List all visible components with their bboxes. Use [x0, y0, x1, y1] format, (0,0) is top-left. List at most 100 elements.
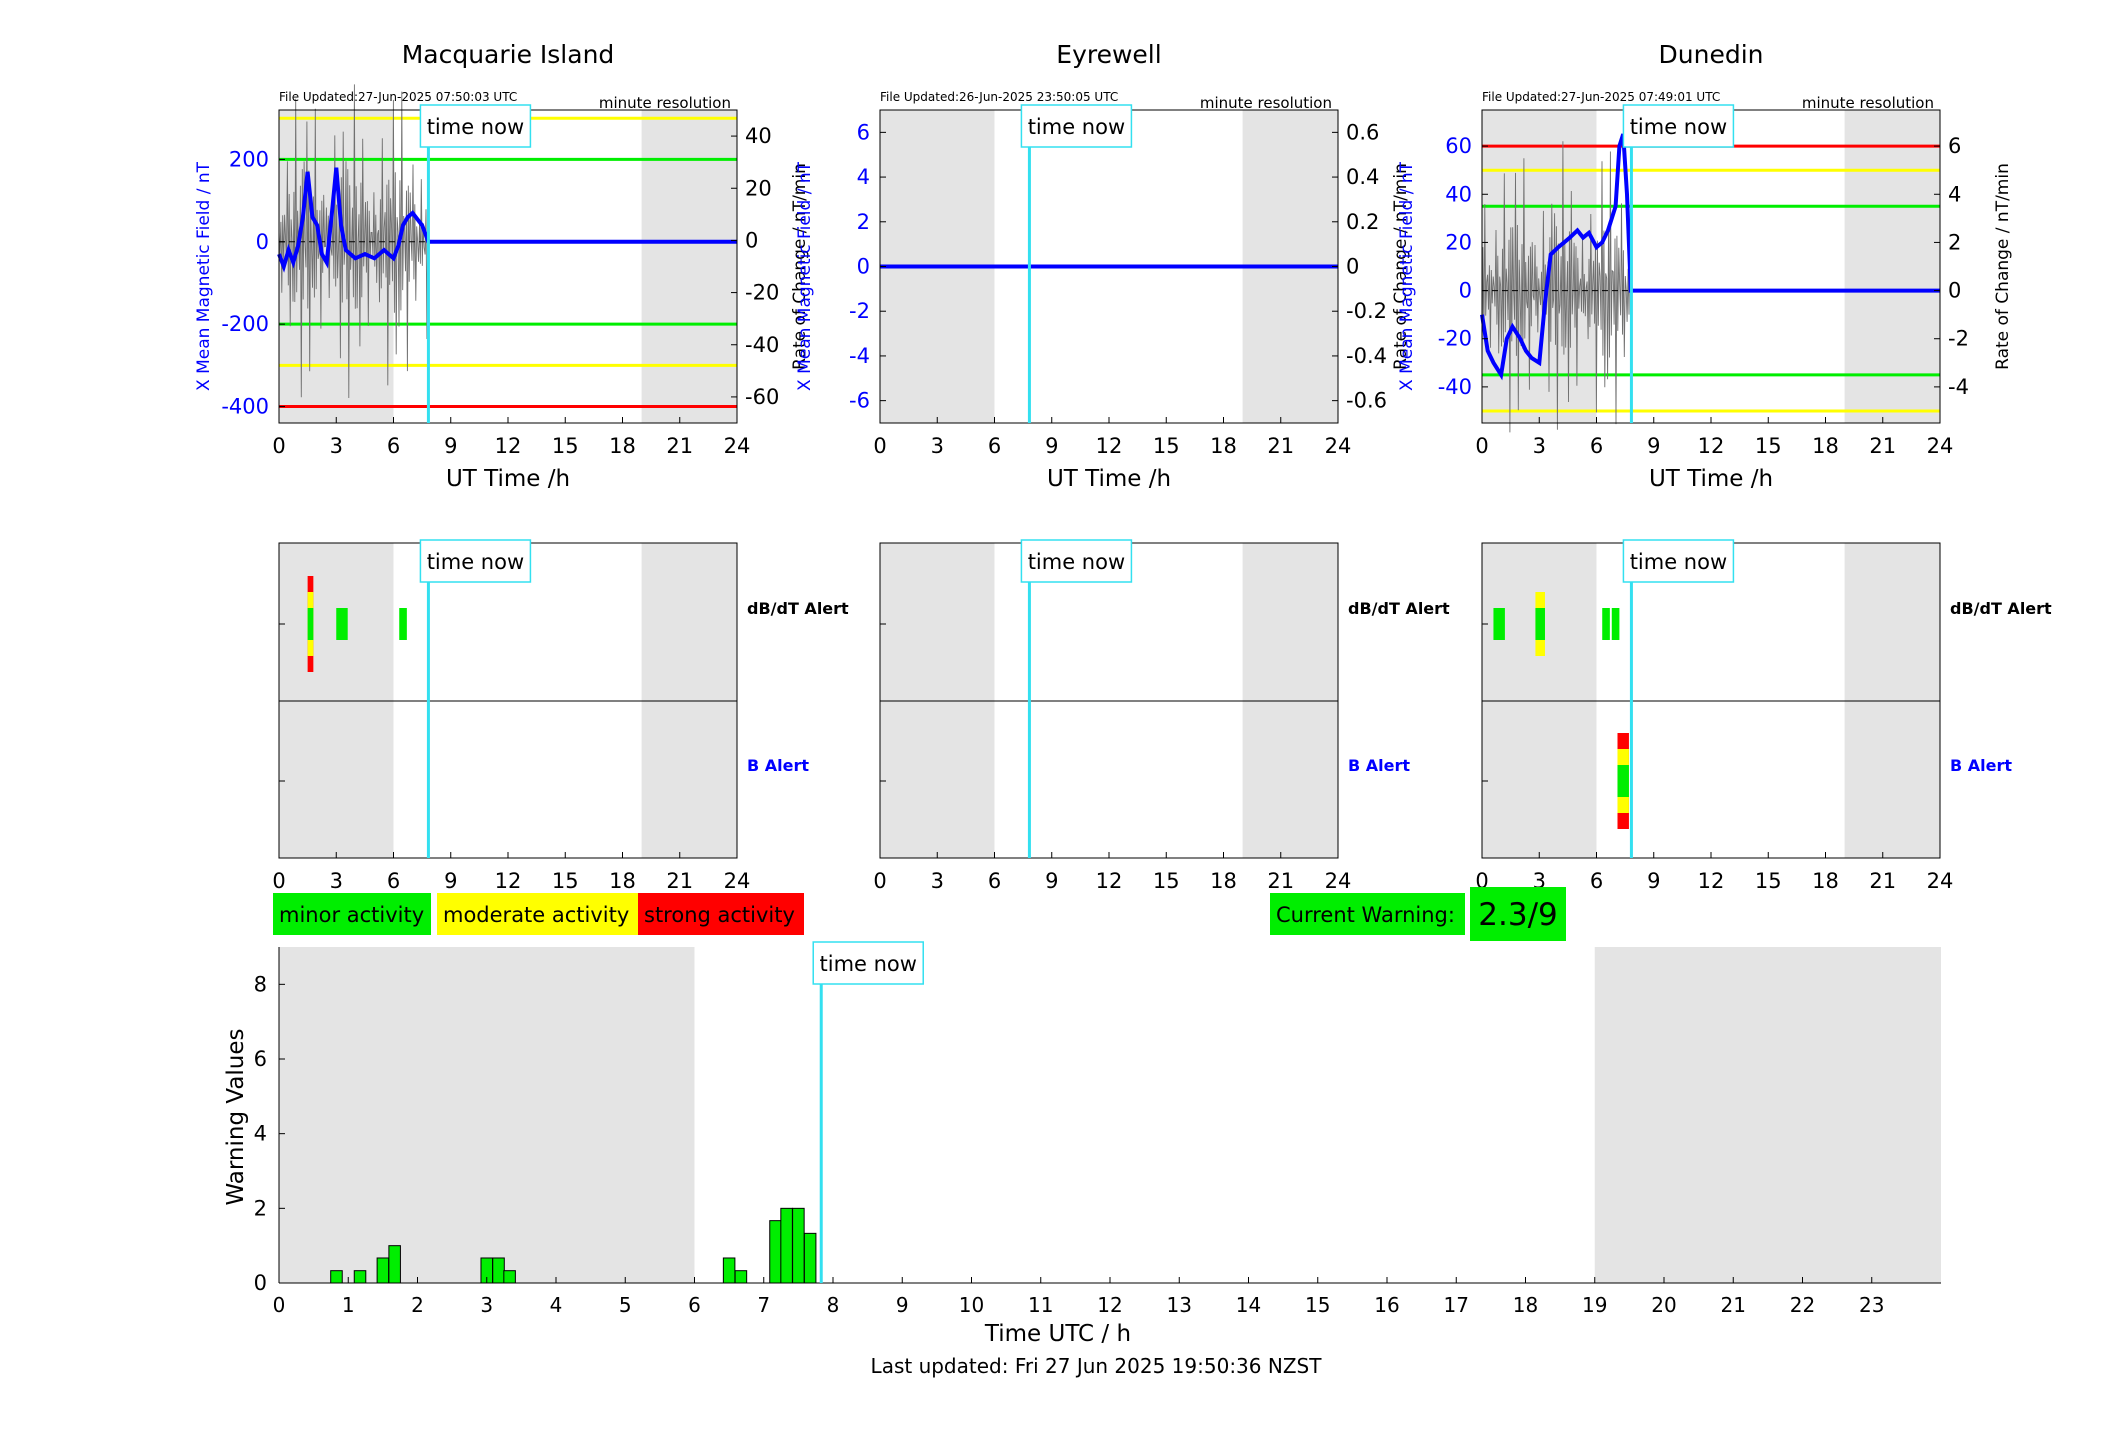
time-now-box [1622, 539, 1735, 583]
time-now-box [1020, 104, 1133, 148]
x-tick-label: 3 [1533, 434, 1546, 458]
warning-bar [492, 1257, 505, 1284]
y-left-tick-label: 0 [1459, 279, 1472, 303]
y-right-tick-label: -40 [745, 333, 779, 357]
magnetic-field-series [277, 167, 737, 273]
x-tick-label: 15 [552, 869, 579, 893]
y-tick-label: 8 [254, 972, 267, 996]
minor-segment [307, 608, 314, 640]
x-tick-label: 1 [342, 1293, 355, 1317]
x-tick-label: 3 [480, 1293, 493, 1317]
file-updated-label: File Updated:27-Jun-2025 07:49:01 UTC [1482, 90, 1720, 104]
time-now-marker: time now [419, 104, 532, 148]
x-axis-label: UT Time /h [1047, 466, 1171, 492]
x-tick-label: 9 [1647, 869, 1660, 893]
x-tick-label: 9 [1045, 434, 1058, 458]
x-tick-label: 21 [1869, 869, 1896, 893]
y-left-tick-label: 0 [857, 255, 870, 279]
minor-activity-legend-label: minor activity [279, 903, 424, 927]
time-now-label: time now [1028, 550, 1125, 574]
y-right-axis-label: Rate of Change / nT/min [790, 163, 810, 370]
x-tick-label: 12 [495, 434, 522, 458]
x-tick-label: 11 [1028, 1293, 1053, 1317]
night-shade [1844, 110, 1940, 423]
dbdt-alert-block [399, 608, 407, 640]
x-tick-label: 3 [931, 434, 944, 458]
x-tick-label: 2 [411, 1293, 424, 1317]
x-tick-label: 21 [1869, 434, 1896, 458]
warning-bar [503, 1270, 516, 1284]
x-tick-label: 12 [1096, 434, 1123, 458]
minor-segment [399, 608, 407, 640]
resolution-label: minute resolution [599, 94, 731, 112]
x-tick-label: 24 [724, 869, 751, 893]
minor-segment [1493, 608, 1505, 640]
x-tick-label: 15 [1153, 434, 1180, 458]
minor-segment [336, 608, 348, 640]
y-axis-label: Warning Values [223, 1028, 249, 1205]
resolution-label: minute resolution [1802, 94, 1934, 112]
x-tick-label: 0 [1475, 434, 1488, 458]
time-now-label: time now [1630, 115, 1727, 139]
y-right-tick-label: 0 [745, 228, 758, 252]
x-tick-label: 24 [724, 434, 751, 458]
y-tick-label: 0 [254, 1271, 267, 1295]
y-left-tick-label: -200 [221, 312, 269, 336]
warning-bar [722, 1257, 736, 1284]
y-left-tick-label: -4 [849, 344, 870, 368]
x-tick-label: 18 [1210, 869, 1237, 893]
y-left-tick-label: -400 [221, 395, 269, 419]
time-now-marker: time now [1020, 104, 1133, 148]
warning-bar [388, 1245, 401, 1284]
y-right-tick-label: -0.4 [1346, 344, 1387, 368]
time-now-marker: time now [419, 539, 532, 583]
y-left-tick-label: -40 [1438, 375, 1472, 399]
x-tick-label: 18 [1210, 434, 1237, 458]
x-tick-label: 3 [931, 869, 944, 893]
y-left-tick-label: -2 [849, 299, 870, 323]
x-tick-label: 21 [666, 869, 693, 893]
x-tick-label: 3 [330, 434, 343, 458]
x-axis-label: UT Time /h [446, 466, 570, 492]
x-tick-label: 20 [1651, 1293, 1676, 1317]
x-axis-label: UT Time /h [1649, 466, 1773, 492]
night-shade [279, 947, 695, 1283]
b-alert-label: B Alert [747, 756, 809, 775]
time-now-label: time now [820, 952, 917, 976]
x-tick-label: 15 [1305, 1293, 1330, 1317]
warning-bar [734, 1270, 748, 1284]
x-tick-label: 0 [273, 1293, 286, 1317]
x-tick-label: 18 [609, 434, 636, 458]
y-left-tick-label: 200 [229, 147, 269, 171]
warning-bar [769, 1220, 782, 1284]
time-now-marker: time now [1622, 104, 1735, 148]
x-tick-label: 21 [1721, 1293, 1746, 1317]
y-left-tick-label: 20 [1445, 230, 1472, 254]
x-axis-label: Time UTC / h [984, 1321, 1131, 1347]
y-right-axis-label: Rate of Change / nT/min [1993, 163, 2013, 370]
x-tick-label: 21 [666, 434, 693, 458]
x-tick-label: 15 [552, 434, 579, 458]
x-tick-label: 18 [1812, 869, 1839, 893]
time-now-box [419, 539, 532, 583]
x-tick-label: 15 [1755, 869, 1782, 893]
x-tick-label: 18 [1513, 1293, 1538, 1317]
x-tick-label: 6 [988, 869, 1001, 893]
strong-activity-legend-swatch [638, 893, 804, 935]
x-tick-label: 9 [444, 434, 457, 458]
x-tick-label: 0 [272, 434, 285, 458]
x-tick-label: 15 [1755, 434, 1782, 458]
x-tick-label: 22 [1790, 1293, 1815, 1317]
time-now-box [812, 941, 924, 985]
time-now-box [1622, 104, 1735, 148]
time-now-label: time now [427, 550, 524, 574]
night-shade [641, 110, 737, 423]
x-tick-label: 6 [1590, 434, 1603, 458]
time-now-box [419, 104, 532, 148]
station-title: Macquarie Island [402, 40, 615, 69]
time-now-label: time now [1630, 550, 1727, 574]
warning-bar [330, 1270, 343, 1284]
x-tick-label: 0 [272, 869, 285, 893]
y-left-tick-label: 6 [857, 120, 870, 144]
